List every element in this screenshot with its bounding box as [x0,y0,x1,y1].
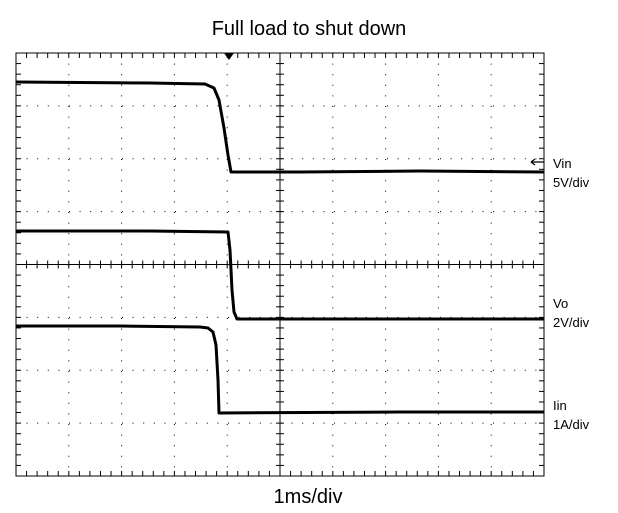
title: Full load to shut down [212,18,407,40]
channel-name: Vo [553,296,568,311]
channel-scale: 5V/div [553,175,590,190]
channel-name: Vin [553,156,572,171]
channel-scale: 2V/div [553,315,590,330]
channel-name: Iin [553,398,567,413]
level-marker [530,158,544,166]
x-label: 1ms/div [274,486,343,508]
trigger-marker [224,53,234,60]
frame [15,52,545,477]
channel-scale: 1A/div [553,417,590,432]
vo-trace [16,229,544,321]
grid [15,52,545,477]
iin-trace [16,324,544,415]
vin-trace [15,80,545,174]
